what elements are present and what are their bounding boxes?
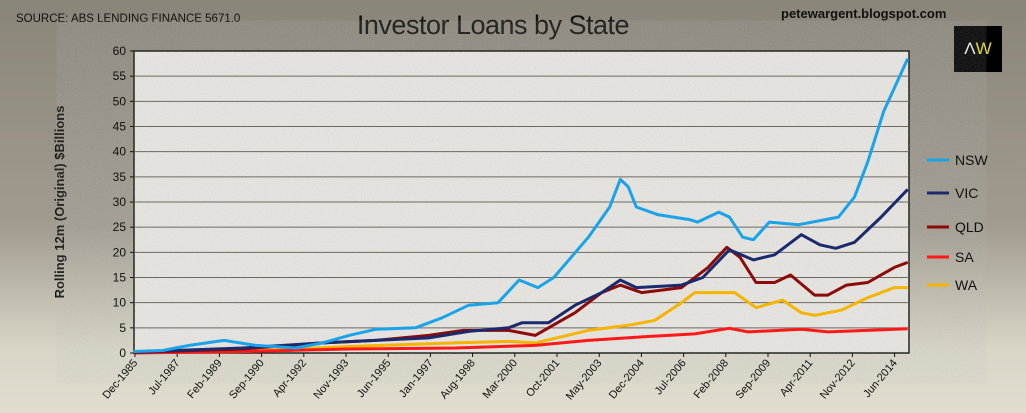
y-tick-label: 15 bbox=[113, 271, 127, 285]
y-tick-label: 55 bbox=[113, 69, 127, 83]
x-tick-label: Apr-1992 bbox=[271, 357, 309, 399]
x-tick-label: Jun-2014 bbox=[861, 357, 900, 400]
y-tick-label: 5 bbox=[119, 321, 126, 335]
legend-label-sa: SA bbox=[955, 249, 974, 265]
source-note: SOURCE: ABS LENDING FINANCE 5671.0 bbox=[16, 13, 241, 25]
x-tick-label: Nov-1993 bbox=[311, 357, 351, 401]
x-tick-label: May-2003 bbox=[564, 357, 605, 402]
series-line-qld bbox=[133, 245, 909, 354]
x-tick-label: Jul-1987 bbox=[146, 357, 182, 397]
legend-label-wa: WA bbox=[955, 277, 978, 293]
x-tick-label: Dec-1985 bbox=[100, 357, 140, 401]
x-tick-label: Sep-1990 bbox=[227, 357, 267, 401]
y-tick-label: 10 bbox=[113, 296, 127, 310]
legend-label-qld: QLD bbox=[955, 219, 984, 235]
x-tick-label: Oct-2001 bbox=[524, 357, 562, 399]
x-tick-label: Mar-2000 bbox=[481, 357, 520, 401]
series-line-nsw bbox=[133, 57, 910, 353]
y-tick-label: 25 bbox=[113, 220, 127, 234]
y-tick-label: 50 bbox=[113, 94, 127, 108]
x-tick-label: Nov-2012 bbox=[818, 357, 858, 401]
series-line-vic bbox=[133, 188, 909, 354]
x-tick-label: Jan-1997 bbox=[397, 357, 436, 400]
aw-logo: ΛW bbox=[954, 26, 1002, 72]
x-tick-label: Jun-1995 bbox=[355, 357, 394, 400]
x-tick-label: Dec-2004 bbox=[607, 357, 647, 401]
x-tick-label: Feb-2008 bbox=[692, 357, 731, 401]
blog-url: petewargent.blogspot.com bbox=[781, 6, 947, 21]
legend-label-vic: VIC bbox=[955, 185, 978, 201]
x-tick-label: Apr-2011 bbox=[778, 357, 816, 399]
y-tick-label: 40 bbox=[113, 145, 127, 159]
series-line-wa bbox=[133, 286, 908, 354]
y-tick-label: 0 bbox=[119, 346, 126, 360]
y-tick-label: 30 bbox=[113, 195, 127, 209]
chart-title: Investor Loans by State bbox=[356, 10, 630, 40]
x-tick-label: Sep-2009 bbox=[733, 357, 773, 401]
y-tick-label: 20 bbox=[113, 245, 127, 259]
x-tick-label: Jul-2006 bbox=[653, 357, 689, 397]
x-tick-label: Aug-1998 bbox=[438, 357, 478, 401]
y-axis-label: Rolling 12m (Original) $Billions bbox=[52, 106, 67, 299]
y-tick-label: 45 bbox=[113, 120, 127, 134]
series-line-sa bbox=[133, 326, 908, 355]
y-tick-label: 35 bbox=[113, 170, 127, 184]
legend-label-nsw: NSW bbox=[955, 152, 988, 168]
y-tick-label: 60 bbox=[113, 44, 127, 58]
x-tick-label: Feb-1989 bbox=[185, 357, 224, 401]
